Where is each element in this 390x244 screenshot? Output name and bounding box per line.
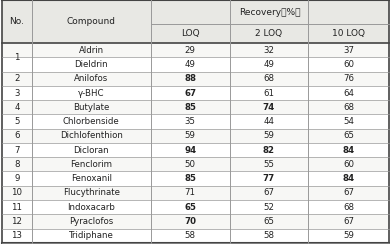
Text: 67: 67 xyxy=(343,188,354,197)
Bar xyxy=(2,172,389,186)
Text: 84: 84 xyxy=(343,174,355,183)
Text: 59: 59 xyxy=(264,131,275,140)
Text: Butylate: Butylate xyxy=(73,103,110,112)
Text: 49: 49 xyxy=(185,60,196,69)
Text: 44: 44 xyxy=(264,117,275,126)
Text: 71: 71 xyxy=(185,188,196,197)
Text: 52: 52 xyxy=(264,203,275,212)
Text: LOQ: LOQ xyxy=(181,29,200,38)
Text: Aldrin: Aldrin xyxy=(79,46,104,55)
Text: 67: 67 xyxy=(264,188,275,197)
Text: 2: 2 xyxy=(14,74,20,83)
Text: Fenclorim: Fenclorim xyxy=(70,160,112,169)
Bar xyxy=(2,24,389,43)
Text: 3: 3 xyxy=(14,89,20,98)
Bar xyxy=(2,157,389,172)
Bar xyxy=(2,100,389,114)
Text: No.: No. xyxy=(9,17,24,26)
Text: 11: 11 xyxy=(11,203,22,212)
Text: 85: 85 xyxy=(184,174,196,183)
Bar xyxy=(2,114,389,129)
Text: 68: 68 xyxy=(343,203,354,212)
Text: Compound: Compound xyxy=(67,17,116,26)
Text: 76: 76 xyxy=(343,74,354,83)
Text: 9: 9 xyxy=(14,174,20,183)
Text: Recovery（%）: Recovery（%） xyxy=(239,8,301,17)
Text: 49: 49 xyxy=(264,60,275,69)
Text: 70: 70 xyxy=(184,217,196,226)
Text: 68: 68 xyxy=(264,74,275,83)
Text: Anilofos: Anilofos xyxy=(74,74,108,83)
Bar xyxy=(2,229,389,243)
Text: 58: 58 xyxy=(264,231,275,240)
Text: 50: 50 xyxy=(185,160,196,169)
Text: Chlorbenside: Chlorbenside xyxy=(63,117,120,126)
Text: Flucythrinate: Flucythrinate xyxy=(63,188,120,197)
Text: Fenoxanil: Fenoxanil xyxy=(71,174,112,183)
Text: Dicloran: Dicloran xyxy=(73,146,109,155)
Text: 35: 35 xyxy=(185,117,196,126)
Text: 54: 54 xyxy=(343,117,354,126)
Text: 65: 65 xyxy=(184,203,196,212)
Text: 37: 37 xyxy=(343,46,354,55)
Bar xyxy=(2,43,389,57)
Text: 85: 85 xyxy=(184,103,196,112)
Text: 60: 60 xyxy=(343,160,354,169)
Bar xyxy=(2,214,389,229)
Text: Indoxacarb: Indoxacarb xyxy=(67,203,115,212)
Text: 32: 32 xyxy=(264,46,275,55)
Text: 88: 88 xyxy=(184,74,196,83)
Text: 10: 10 xyxy=(11,188,22,197)
Text: 5: 5 xyxy=(14,117,20,126)
Bar xyxy=(2,57,389,72)
Text: 10 LOQ: 10 LOQ xyxy=(332,29,365,38)
Bar xyxy=(2,143,389,157)
Text: 82: 82 xyxy=(263,146,275,155)
Text: γ-BHC: γ-BHC xyxy=(78,89,105,98)
Bar xyxy=(2,129,389,143)
Text: 61: 61 xyxy=(264,89,275,98)
Text: 67: 67 xyxy=(184,89,196,98)
Text: Tridiphane: Tridiphane xyxy=(69,231,114,240)
Text: 59: 59 xyxy=(343,231,354,240)
Text: Dichlofenthion: Dichlofenthion xyxy=(60,131,123,140)
Text: 12: 12 xyxy=(11,217,22,226)
Bar xyxy=(2,186,389,200)
Text: Pyraclofos: Pyraclofos xyxy=(69,217,113,226)
Text: 6: 6 xyxy=(14,131,20,140)
Text: 55: 55 xyxy=(264,160,275,169)
Text: 64: 64 xyxy=(343,89,354,98)
Bar xyxy=(2,0,389,24)
Text: 13: 13 xyxy=(11,231,22,240)
Bar xyxy=(2,200,389,214)
Text: 4: 4 xyxy=(14,103,20,112)
Text: 77: 77 xyxy=(263,174,275,183)
Text: 2 LOQ: 2 LOQ xyxy=(255,29,283,38)
Text: 74: 74 xyxy=(263,103,275,112)
Text: 60: 60 xyxy=(343,60,354,69)
Text: 7: 7 xyxy=(14,146,20,155)
Bar xyxy=(2,86,389,100)
Text: 59: 59 xyxy=(185,131,196,140)
Text: 68: 68 xyxy=(343,103,354,112)
Text: 58: 58 xyxy=(185,231,196,240)
Text: 94: 94 xyxy=(184,146,196,155)
Text: Dieldrin: Dieldrin xyxy=(74,60,108,69)
Text: 84: 84 xyxy=(343,146,355,155)
Text: 67: 67 xyxy=(343,217,354,226)
Text: 65: 65 xyxy=(343,131,354,140)
Text: 65: 65 xyxy=(264,217,275,226)
Text: 8: 8 xyxy=(14,160,20,169)
Text: 29: 29 xyxy=(185,46,196,55)
Text: 1: 1 xyxy=(14,53,20,62)
Bar xyxy=(2,72,389,86)
